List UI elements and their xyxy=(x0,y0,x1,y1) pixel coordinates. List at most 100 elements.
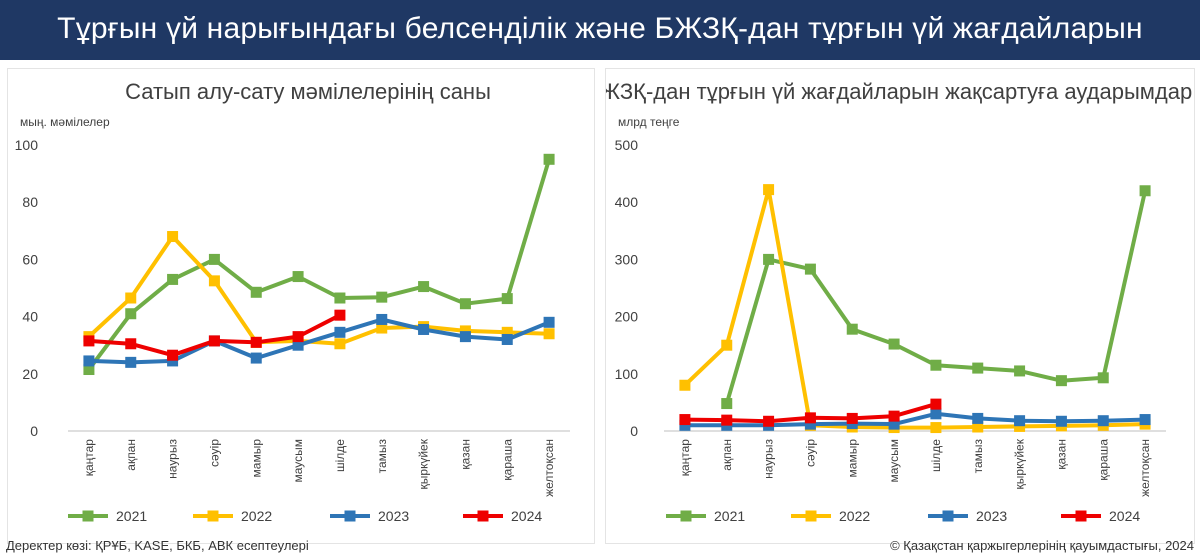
series-line-2023 xyxy=(684,411,1146,428)
x-tick-label: ақпан xyxy=(124,439,138,471)
data-point xyxy=(125,338,137,350)
legend-marker-2024 xyxy=(477,510,489,522)
legend-label: 2021 xyxy=(116,508,147,524)
x-tick-label: наурыз xyxy=(762,439,776,479)
data-point xyxy=(334,309,346,321)
data-point xyxy=(250,286,262,298)
data-point xyxy=(376,322,388,334)
data-point xyxy=(763,184,775,196)
legend-marker-2021 xyxy=(680,510,692,522)
data-point xyxy=(1139,414,1151,426)
x-tick-label: желтоқсан xyxy=(1138,439,1152,497)
series-line-2022 xyxy=(87,234,550,346)
data-point xyxy=(1097,372,1109,384)
data-point xyxy=(83,355,95,367)
data-point xyxy=(1055,415,1067,427)
data-point xyxy=(125,308,137,320)
data-point xyxy=(83,364,95,376)
x-tick-label: қазан xyxy=(1054,439,1068,470)
data-point xyxy=(972,362,984,374)
x-tick-label: қыркүйек xyxy=(417,438,431,489)
x-tick-label: шілде xyxy=(929,439,943,472)
data-point xyxy=(930,398,942,410)
x-tick-label: сәуір xyxy=(803,439,817,467)
footer-copyright: © Қазақстан қаржыгерлерінің қауымдастығы… xyxy=(890,538,1194,553)
x-tick-label: мамыр xyxy=(249,439,263,478)
data-point xyxy=(679,419,691,431)
data-point xyxy=(721,339,733,351)
data-point xyxy=(888,418,900,430)
series-line-2022 xyxy=(683,187,1146,430)
x-tick-label: ақпан xyxy=(720,439,734,471)
chart-title: Сатып алу-сату мәмілелерінің саны xyxy=(125,79,491,104)
data-point xyxy=(721,414,733,426)
x-tick-label: тамыз xyxy=(971,439,985,474)
footer-source: Деректер көзі: ҚРҰБ, KASE, БКБ, АВК есеп… xyxy=(6,538,309,553)
data-point xyxy=(459,331,471,343)
x-tick-label: шілде xyxy=(333,439,347,472)
data-point xyxy=(376,313,388,325)
legend-label: 2024 xyxy=(1109,508,1140,524)
data-point xyxy=(208,253,220,265)
data-point xyxy=(292,271,304,283)
y-tick-label: 0 xyxy=(30,423,38,439)
data-point xyxy=(459,325,471,337)
data-point xyxy=(501,326,513,338)
data-point xyxy=(208,275,220,287)
x-tick-label: қараша xyxy=(500,439,514,481)
y-axis-label: млрд теңге xyxy=(618,115,680,129)
data-point xyxy=(418,281,430,293)
data-point xyxy=(125,292,137,304)
legend-marker-2022 xyxy=(207,510,219,522)
data-point xyxy=(846,412,858,424)
data-point xyxy=(543,316,555,328)
data-point xyxy=(972,421,984,433)
data-point xyxy=(250,336,262,348)
data-point xyxy=(125,356,137,368)
y-tick-label: 20 xyxy=(22,366,38,382)
data-point xyxy=(543,328,555,340)
y-tick-label: 100 xyxy=(615,366,639,382)
data-point xyxy=(1139,185,1151,197)
legend-label: 2022 xyxy=(839,508,870,524)
legend-marker-2022 xyxy=(805,510,817,522)
x-tick-label: мамыр xyxy=(845,439,859,478)
x-tick-label: қаңтар xyxy=(678,439,692,477)
x-tick-label: қараша xyxy=(1096,439,1110,481)
data-point xyxy=(167,349,179,361)
data-point xyxy=(376,291,388,303)
header-banner: Тұрғын үй нарығындағы белсенділік және Б… xyxy=(0,0,1200,60)
series-line-2021 xyxy=(87,158,552,371)
data-point xyxy=(930,359,942,371)
data-point xyxy=(543,153,555,165)
data-point xyxy=(972,412,984,424)
y-axis-label: мың. мәмілелер xyxy=(20,115,110,129)
y-tick-label: 400 xyxy=(615,194,639,210)
page-title: Тұрғын үй нарығындағы белсенділік және Б… xyxy=(57,12,1143,45)
y-tick-label: 60 xyxy=(22,251,38,267)
data-point xyxy=(459,298,471,310)
legend-label: 2023 xyxy=(976,508,1007,524)
data-point xyxy=(763,253,775,265)
series-line-2023 xyxy=(88,317,550,365)
data-point xyxy=(930,408,942,420)
data-point xyxy=(208,335,220,347)
data-point xyxy=(721,398,733,410)
data-point xyxy=(167,273,179,285)
data-point xyxy=(763,415,775,427)
legend-marker-2023 xyxy=(344,510,356,522)
x-tick-label: наурыз xyxy=(166,439,180,479)
data-point xyxy=(888,338,900,350)
data-point xyxy=(930,422,942,434)
data-point xyxy=(334,338,346,350)
legend-marker-2024 xyxy=(1075,510,1087,522)
legend-marker-2021 xyxy=(82,510,94,522)
data-point xyxy=(250,352,262,364)
data-point xyxy=(679,414,691,426)
data-point xyxy=(167,355,179,367)
data-point xyxy=(334,292,346,304)
data-point xyxy=(501,333,513,345)
legend-label: 2024 xyxy=(511,508,542,524)
x-tick-label: маусым xyxy=(887,439,901,483)
legend-label: 2022 xyxy=(241,508,272,524)
